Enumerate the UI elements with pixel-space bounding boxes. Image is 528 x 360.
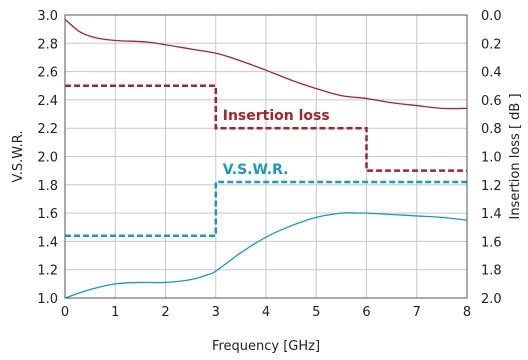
x-tick-label: 5 bbox=[312, 305, 320, 320]
x-tick-label: 8 bbox=[463, 305, 471, 320]
y-left-axis-title: V.S.W.R. bbox=[11, 131, 26, 183]
x-tick-label: 2 bbox=[161, 305, 169, 320]
y-right-tick-label: 1.2 bbox=[481, 179, 502, 194]
x-tick-label: 1 bbox=[111, 305, 119, 320]
y-left-tick-label: 2.6 bbox=[37, 66, 58, 81]
y-right-tick-label: 1.8 bbox=[481, 264, 502, 279]
y-left-tick-label: 1.2 bbox=[37, 264, 58, 279]
y-right-tick-label: 0.6 bbox=[481, 94, 502, 109]
x-tick-label: 3 bbox=[212, 305, 220, 320]
vswr-annotation: V.S.W.R. bbox=[223, 162, 289, 178]
insertion-loss-measured-line bbox=[64, 18, 468, 110]
y-left-tick-label: 2.2 bbox=[37, 122, 58, 137]
y-left-tick-label: 2.4 bbox=[37, 94, 58, 109]
y-right-tick-label: 0.4 bbox=[481, 66, 502, 81]
y-right-tick-label: 1.4 bbox=[481, 207, 502, 222]
x-tick-label: 7 bbox=[413, 305, 421, 320]
grid bbox=[65, 15, 467, 298]
series-lines bbox=[64, 18, 468, 299]
y-right-tick-label: 1.6 bbox=[481, 235, 502, 250]
x-axis-title: Frequency [GHz] bbox=[212, 339, 320, 354]
y-left-tick-label: 2.0 bbox=[37, 151, 58, 166]
y-left-tick-label: 1.4 bbox=[37, 235, 58, 250]
x-tick-label: 6 bbox=[362, 305, 370, 320]
y-left-tick-label: 1.6 bbox=[37, 207, 58, 222]
y-right-tick-label: 0.0 bbox=[481, 9, 502, 24]
y-right-tick-labels: 0.0 0.2 0.4 0.6 0.8 1.0 1.2 1.4 1.6 1.8 2.0 bbox=[481, 9, 502, 307]
x-tick-label: 0 bbox=[61, 305, 69, 320]
y-right-tick-label: 0.2 bbox=[481, 37, 502, 52]
v-s-w-r-measured-line bbox=[64, 212, 468, 299]
y-right-tick-label: 2.0 bbox=[481, 292, 502, 307]
y-left-tick-label: 2.8 bbox=[37, 37, 58, 52]
y-left-tick-label: 1.8 bbox=[37, 179, 58, 194]
insertion-loss-annotation: Insertion loss bbox=[223, 108, 330, 124]
y-left-tick-labels: 3.0 2.8 2.6 2.4 2.2 2.0 1.8 1.6 1.4 1.2 1.0 bbox=[37, 9, 58, 307]
plot-frame bbox=[64, 14, 468, 299]
y-right-tick-label: 1.0 bbox=[481, 151, 502, 166]
x-tick-labels: 0 1 2 3 4 5 6 7 8 bbox=[61, 305, 471, 320]
y-left-tick-label: 3.0 bbox=[37, 9, 58, 24]
y-right-tick-label: 0.8 bbox=[481, 122, 502, 137]
x-tick-label: 4 bbox=[262, 305, 270, 320]
y-left-tick-label: 1.0 bbox=[37, 292, 58, 307]
v-s-w-r-spec-line bbox=[65, 180, 467, 237]
y-right-axis-title: Insertion loss [ dB ] bbox=[508, 93, 523, 219]
